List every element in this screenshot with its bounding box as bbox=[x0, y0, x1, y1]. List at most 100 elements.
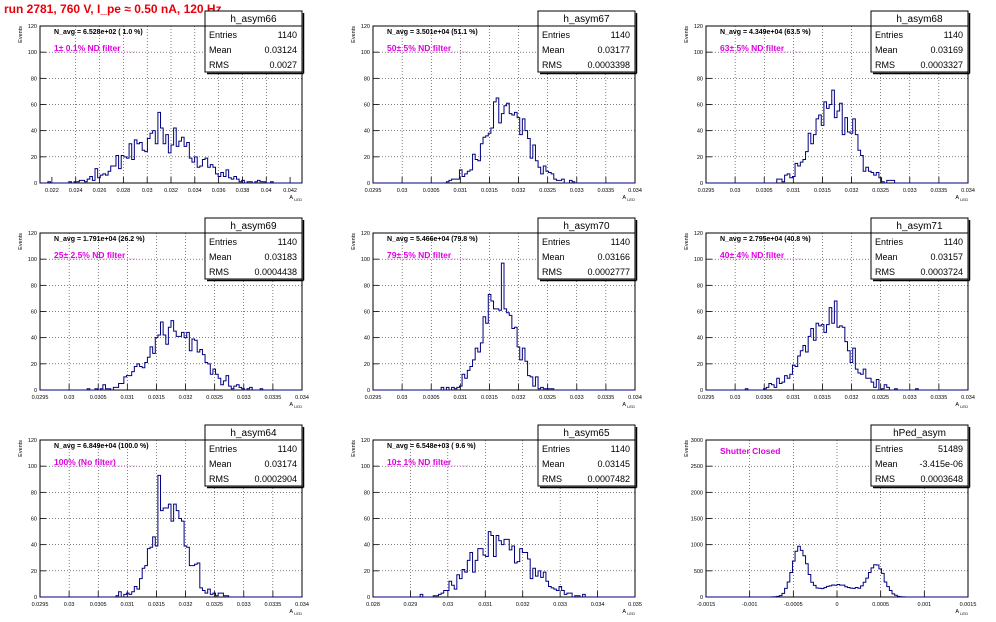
stats-label: Entries bbox=[875, 237, 904, 247]
y-tick-label: 120 bbox=[361, 438, 370, 444]
stats-label: Entries bbox=[542, 237, 571, 247]
stats-box: hPed_asym Entries 51489 Mean -3.415e-06 RMS 0.… bbox=[870, 424, 971, 489]
x-tick-label: 0.0305 bbox=[90, 395, 107, 401]
y-tick-label: 0 bbox=[700, 388, 703, 394]
stats-value: 0.03183 bbox=[264, 252, 297, 262]
stats-box-frame bbox=[537, 10, 636, 73]
stats-label: Mean bbox=[542, 252, 565, 262]
stats-label: Mean bbox=[875, 252, 898, 262]
stats-label: RMS bbox=[875, 267, 895, 277]
stats-label: Mean bbox=[209, 252, 232, 262]
stats-box-frame bbox=[537, 217, 636, 280]
y-tick-label: 100 bbox=[361, 464, 370, 470]
x-tick-label: 0.0325 bbox=[872, 188, 889, 194]
x-tick-label: 0.0335 bbox=[264, 602, 281, 608]
stats-label: Mean bbox=[209, 45, 232, 55]
stats-value: 0.0002904 bbox=[254, 474, 297, 484]
y-tick-label: 20 bbox=[364, 362, 370, 368]
x-tick-label: 0.032 bbox=[516, 602, 530, 608]
x-tick-label: 0.034 bbox=[188, 188, 202, 194]
y-tick-label: 40 bbox=[697, 129, 703, 135]
histogram-name: h_asym67 bbox=[563, 14, 610, 25]
x-tick-label: 0.031 bbox=[453, 188, 467, 194]
stats-box: h_asym69 Entries 1140 Mean 0.03183 RMS 0.00044… bbox=[204, 217, 305, 282]
stats-box: h_asym65 Entries 1140 Mean 0.03145 RMS 0.00074… bbox=[537, 424, 638, 489]
filter-label: 25± 2.5% ND filter bbox=[54, 250, 126, 260]
x-tick-label: 0.022 bbox=[45, 188, 59, 194]
stats-label: Entries bbox=[209, 444, 238, 454]
y-tick-label: 60 bbox=[697, 310, 703, 316]
y-tick-label: 120 bbox=[28, 438, 37, 444]
x-tick-label: 0.0305 bbox=[756, 188, 773, 194]
x-tick-label: 0.038 bbox=[236, 188, 250, 194]
y-tick-label: 120 bbox=[361, 24, 370, 30]
y-tick-label: 60 bbox=[31, 103, 37, 109]
filter-label: 40± 4% ND filter bbox=[720, 250, 785, 260]
x-tick-label: 0.0295 bbox=[32, 395, 49, 401]
x-tick-label: 0.0305 bbox=[423, 395, 440, 401]
stats-value: 0.0004438 bbox=[254, 267, 297, 277]
y-axis-label: Events bbox=[684, 440, 690, 457]
x-axis-label: A LED bbox=[622, 195, 635, 202]
x-tick-label: 0.0315 bbox=[148, 395, 165, 401]
histogram-name: h_asym64 bbox=[230, 428, 277, 439]
x-tick-label: 0.032 bbox=[512, 188, 526, 194]
x-tick-label: 0.001 bbox=[917, 602, 931, 608]
histogram-series bbox=[706, 545, 968, 598]
y-tick-label: 60 bbox=[31, 310, 37, 316]
x-tick-label: 0.0335 bbox=[930, 188, 947, 194]
x-tick-label: 0.0335 bbox=[930, 395, 947, 401]
y-tick-label: 40 bbox=[31, 543, 37, 549]
stats-value: 0.03145 bbox=[597, 459, 630, 469]
x-tick-label: 0.032 bbox=[164, 188, 178, 194]
x-tick-label: 0.03 bbox=[730, 395, 741, 401]
navg-label: N_avg = 4.349e+04 (63.5 %) bbox=[720, 29, 811, 36]
x-axis-label: A LED bbox=[289, 195, 302, 202]
histogram-name: h_asym71 bbox=[896, 221, 943, 232]
y-tick-label: 100 bbox=[361, 50, 370, 56]
x-tick-label: 0.026 bbox=[93, 188, 107, 194]
stats-value: -3.415e-06 bbox=[919, 459, 963, 469]
stats-label: RMS bbox=[542, 60, 562, 70]
x-tick-label: 0.0305 bbox=[756, 395, 773, 401]
navg-label: N_avg = 1.791e+04 (26.2 %) bbox=[54, 236, 145, 243]
stats-label: Entries bbox=[875, 30, 904, 40]
histogram-name: h_asym68 bbox=[896, 14, 943, 25]
navg-label: N_avg = 5.466e+04 (79.8 %) bbox=[387, 236, 478, 243]
navg-label: N_avg = 6.528e+02 ( 1.0 %) bbox=[54, 29, 143, 36]
y-tick-label: 1000 bbox=[691, 543, 703, 549]
y-tick-label: 80 bbox=[697, 76, 703, 82]
x-axis-label: A LED bbox=[955, 402, 968, 409]
x-axis-label: A LED bbox=[289, 609, 302, 616]
histogram-series bbox=[373, 262, 635, 391]
y-tick-label: 40 bbox=[697, 336, 703, 342]
y-tick-label: 40 bbox=[364, 129, 370, 135]
histogram-series bbox=[706, 89, 968, 184]
x-axis-label: A LED bbox=[622, 609, 635, 616]
x-tick-label: -0.0005 bbox=[784, 602, 803, 608]
stats-box: h_asym68 Entries 1140 Mean 0.03169 RMS 0.00033… bbox=[870, 10, 971, 75]
h_asym66-panel: 0.022 0.024 0.026 0.028 0.03 0.032 0.034 0.036 0… bbox=[18, 10, 305, 202]
y-tick-label: 20 bbox=[31, 155, 37, 161]
y-tick-label: 40 bbox=[31, 129, 37, 135]
stats-value: 0.0027 bbox=[269, 60, 297, 70]
y-tick-label: 0 bbox=[34, 595, 37, 601]
x-tick-label: 0.04 bbox=[261, 188, 272, 194]
stats-value: 0.0003398 bbox=[587, 60, 630, 70]
x-tick-label: 0.034 bbox=[961, 395, 975, 401]
x-tick-label: 0.031 bbox=[120, 602, 134, 608]
x-tick-label: -0.0015 bbox=[697, 602, 716, 608]
stats-label: RMS bbox=[542, 267, 562, 277]
stats-label: Mean bbox=[209, 459, 232, 469]
x-tick-label: 0.034 bbox=[628, 188, 642, 194]
stats-label: RMS bbox=[875, 474, 895, 484]
y-tick-label: 0 bbox=[34, 181, 37, 187]
filter-label: 63± 5% ND filter bbox=[720, 43, 785, 53]
y-tick-label: 120 bbox=[694, 24, 703, 30]
x-tick-label: -0.001 bbox=[742, 602, 758, 608]
stats-box-frame bbox=[870, 10, 969, 73]
y-tick-label: 100 bbox=[28, 257, 37, 263]
hPed_asym-panel: -0.0015 -0.001 -0.0005 0 0.0005 0.001 0.0015 0 5… bbox=[684, 424, 976, 616]
x-tick-label: 0.03 bbox=[397, 188, 408, 194]
stats-label: Mean bbox=[875, 45, 898, 55]
